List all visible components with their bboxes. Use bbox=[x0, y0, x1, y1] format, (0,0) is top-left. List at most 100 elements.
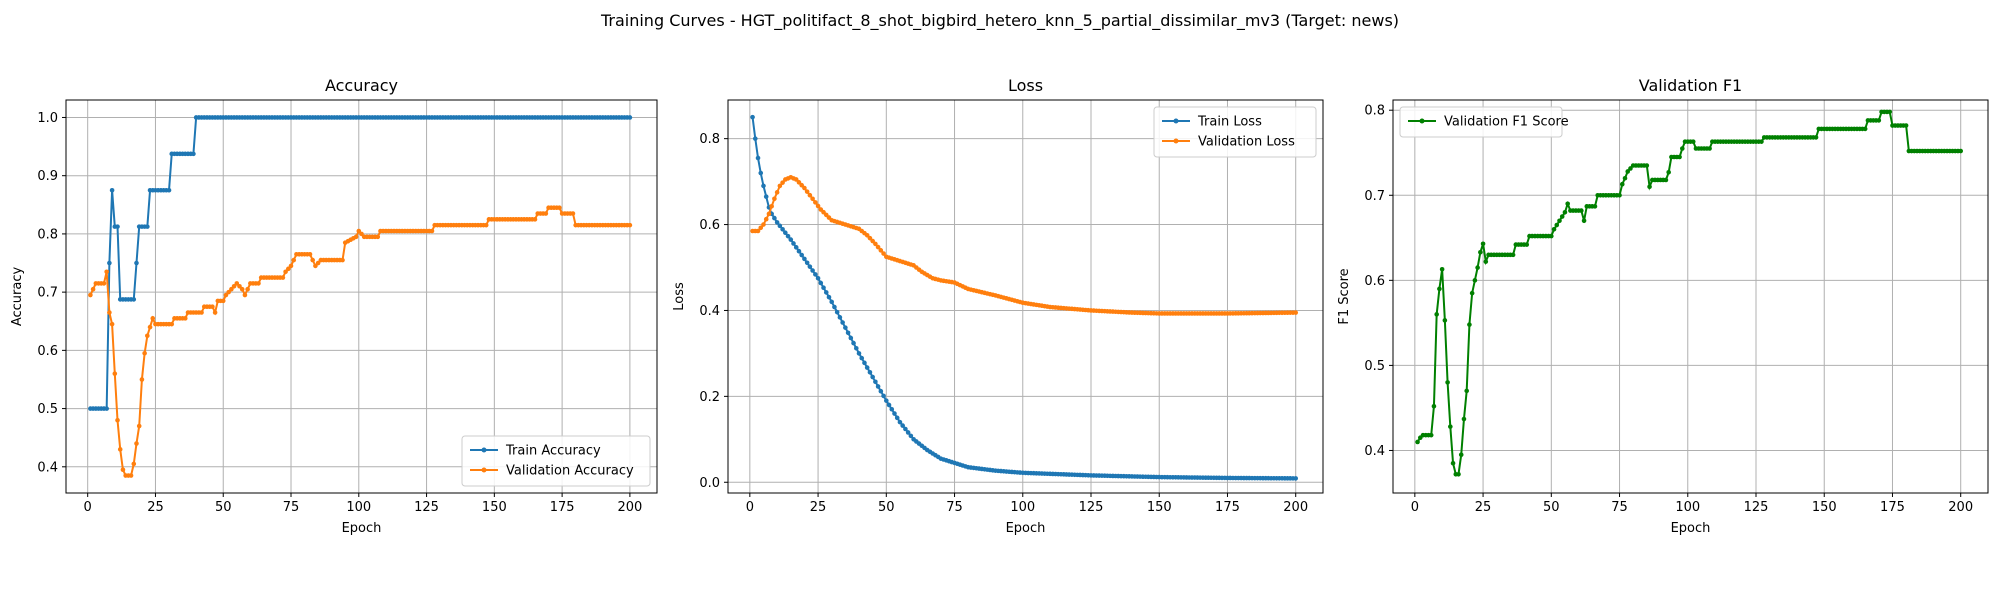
data-point bbox=[823, 290, 829, 295]
legend-box bbox=[1399, 106, 1563, 138]
data-point bbox=[134, 441, 139, 446]
y-tick-label: 1.0 bbox=[37, 111, 58, 126]
axes-frame bbox=[65, 99, 658, 494]
data-point bbox=[1666, 170, 1671, 175]
data-point bbox=[1813, 135, 1819, 140]
data-point bbox=[191, 151, 196, 157]
y-tick-label: 0.5 bbox=[37, 402, 58, 417]
data-point bbox=[804, 260, 810, 266]
x-tick-label: 125 bbox=[1744, 500, 1769, 515]
data-point bbox=[1677, 154, 1682, 160]
y-tick-label: 0.8 bbox=[37, 227, 58, 242]
data-point bbox=[875, 244, 881, 250]
data-point bbox=[763, 194, 769, 199]
chart-title: Validation F1 bbox=[1639, 76, 1742, 95]
data-point bbox=[867, 235, 873, 241]
data-point bbox=[483, 222, 489, 228]
data-point bbox=[826, 294, 832, 300]
data-point bbox=[785, 233, 791, 239]
data-point bbox=[627, 222, 633, 228]
data-point bbox=[315, 260, 321, 266]
data-point bbox=[1862, 126, 1868, 132]
y-tick-label: 0.7 bbox=[37, 286, 58, 301]
data-point bbox=[1431, 403, 1437, 409]
data-point bbox=[815, 275, 821, 281]
y-tick-label: 0.4 bbox=[1364, 444, 1385, 459]
data-point bbox=[1579, 208, 1584, 213]
x-tick-label: 150 bbox=[1812, 500, 1837, 515]
data-point bbox=[1557, 218, 1562, 224]
data-point bbox=[104, 406, 109, 411]
legend-marker-swatch bbox=[1173, 118, 1179, 124]
data-point bbox=[881, 251, 886, 256]
data-point bbox=[834, 309, 840, 315]
data-point bbox=[818, 280, 824, 286]
data-point bbox=[1690, 139, 1696, 144]
legend-marker-swatch bbox=[481, 467, 487, 473]
legend: Validation F1 Score bbox=[1399, 106, 1569, 138]
data-point bbox=[210, 304, 215, 309]
data-point bbox=[1617, 192, 1622, 198]
y-tick-label: 0.8 bbox=[699, 132, 720, 147]
data-point bbox=[115, 417, 120, 423]
y-tick-label: 0.8 bbox=[1364, 104, 1385, 119]
data-point bbox=[870, 374, 875, 380]
data-point bbox=[109, 187, 115, 193]
data-point bbox=[134, 260, 139, 266]
data-point bbox=[780, 180, 785, 185]
data-point bbox=[1625, 169, 1631, 174]
data-point bbox=[829, 299, 835, 305]
data-point bbox=[894, 415, 900, 421]
data-point bbox=[557, 205, 562, 211]
data-point bbox=[1293, 476, 1299, 481]
data-point bbox=[845, 330, 851, 336]
data-point bbox=[884, 398, 889, 403]
data-point bbox=[115, 224, 120, 229]
y-axis-label: Loss bbox=[672, 282, 687, 311]
data-point bbox=[1450, 460, 1456, 466]
data-point bbox=[310, 257, 316, 263]
data-point bbox=[1565, 201, 1570, 207]
data-point bbox=[878, 248, 884, 253]
data-point bbox=[802, 185, 807, 191]
y-tick-label: 0.6 bbox=[37, 344, 58, 359]
data-point bbox=[107, 260, 112, 266]
data-point bbox=[840, 320, 845, 325]
data-point bbox=[1469, 290, 1475, 296]
data-point bbox=[772, 196, 777, 202]
axes-frame bbox=[727, 99, 1324, 494]
legend-marker-swatch bbox=[481, 447, 487, 453]
x-tick-label: 75 bbox=[1611, 500, 1628, 515]
x-tick-label: 200 bbox=[617, 500, 642, 515]
series-validation-accuracy bbox=[88, 205, 633, 478]
data-point bbox=[356, 228, 362, 234]
legend-label: Validation F1 Score bbox=[1444, 115, 1569, 130]
x-tick-label: 175 bbox=[1880, 500, 1905, 515]
data-point bbox=[627, 115, 633, 120]
data-point bbox=[1415, 439, 1420, 445]
data-point bbox=[851, 340, 856, 346]
data-point bbox=[1903, 123, 1909, 128]
data-point bbox=[256, 281, 261, 286]
data-point bbox=[761, 183, 766, 189]
data-point bbox=[120, 467, 126, 473]
data-point bbox=[1428, 432, 1434, 438]
data-point bbox=[813, 200, 818, 205]
data-point bbox=[1464, 388, 1469, 394]
chart-title: Loss bbox=[1008, 76, 1043, 95]
data-point bbox=[810, 196, 815, 202]
x-tick-label: 100 bbox=[1010, 500, 1035, 515]
legend-box bbox=[1153, 106, 1317, 158]
axes-frame bbox=[1392, 99, 1989, 494]
data-point bbox=[903, 426, 908, 432]
y-axis-label: F1 Score bbox=[1337, 268, 1352, 324]
legend-marker-swatch bbox=[1419, 118, 1425, 124]
data-point bbox=[283, 269, 288, 275]
y-tick-label: 0.7 bbox=[1364, 189, 1385, 204]
data-point bbox=[859, 355, 865, 361]
data-point bbox=[889, 406, 895, 412]
data-point bbox=[853, 345, 859, 351]
data-point bbox=[752, 136, 758, 141]
data-point bbox=[532, 217, 538, 222]
